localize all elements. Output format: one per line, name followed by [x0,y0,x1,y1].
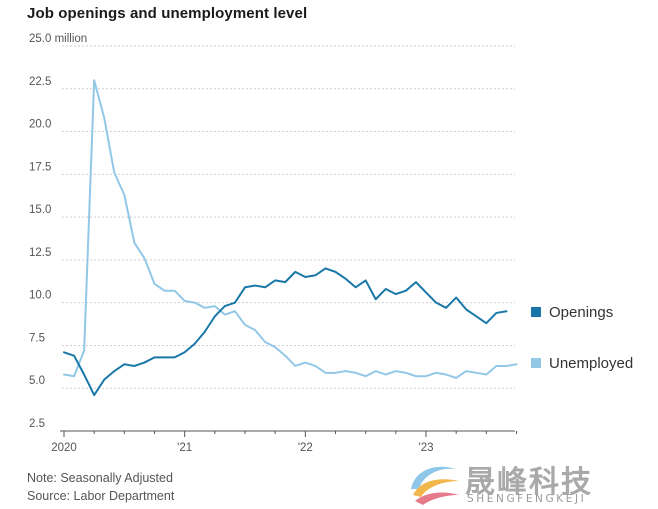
legend: Openings Unemployed [531,304,633,372]
y-tick-label: 12.5 [29,247,51,259]
y-tick-label: 15.0 [29,204,51,216]
y-tick-label: 25.0 million [29,33,87,45]
chart-title: Job openings and unemployment level [27,5,308,22]
legend-swatch-openings [531,307,541,317]
y-tick-label: 2.5 [29,418,45,430]
y-tick-label: 7.5 [29,332,45,344]
x-tick-label: '21 [177,442,192,454]
y-tick-label: 22.5 [29,76,51,88]
legend-swatch-unemployed [531,358,541,368]
watermark-english-text: SHENGFENGKEJI [467,493,587,505]
x-tick-label: 2020 [51,442,77,454]
x-tick-label: '23 [419,442,434,454]
legend-label-unemployed: Unemployed [549,355,633,372]
series-line-openings [63,267,508,397]
note-text: Note: Seasonally Adjusted [27,471,173,485]
watermark-logo-icon [411,466,459,505]
grid-lines [62,45,515,389]
source-text: Source: Labor Department [27,489,175,503]
series-lines [63,79,518,397]
y-tick-label: 10.0 [29,290,51,302]
x-axis: 2020 '21 '22 '23 [51,430,517,454]
y-tick-label: 5.0 [29,375,45,387]
x-tick-label: '22 [298,442,313,454]
legend-label-openings: Openings [549,304,613,321]
watermark-chinese-text: 晟峰科技 [465,465,593,500]
y-tick-label: 20.0 [29,119,51,131]
y-tick-label: 17.5 [29,161,51,173]
watermark: 晟峰科技 SHENGFENGKEJI [405,455,615,509]
series-line-unemployed [63,79,518,379]
y-axis-tick-labels: 2.5 5.0 7.5 10.0 12.5 15.0 17.5 20.0 22.5 25.0 mi… [29,33,87,430]
